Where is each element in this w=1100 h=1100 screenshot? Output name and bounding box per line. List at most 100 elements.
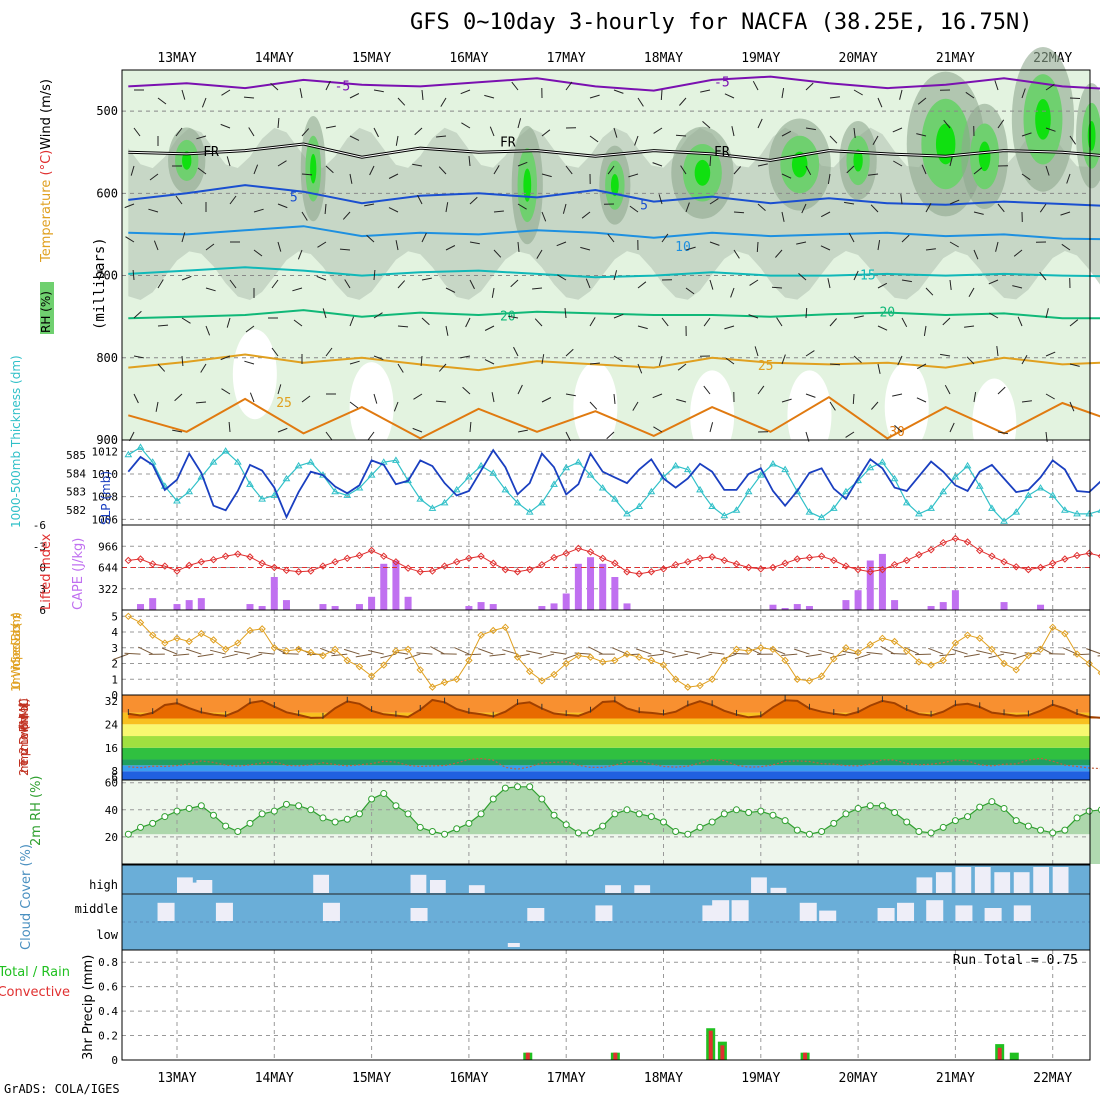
cloud-middle-block bbox=[527, 908, 545, 921]
wind-barb bbox=[892, 393, 903, 397]
lifted-index-marker bbox=[416, 568, 424, 576]
wind10m-barb bbox=[684, 650, 701, 655]
rh2m-marker bbox=[258, 810, 266, 818]
wind-barb bbox=[632, 401, 639, 411]
cape-bar bbox=[380, 563, 388, 610]
cloud-high-block bbox=[751, 877, 767, 893]
cape-bar bbox=[331, 606, 339, 610]
temperature-band bbox=[122, 771, 1090, 780]
cloud-axis-label: Cloud Cover (%) bbox=[19, 844, 34, 950]
wind-barb bbox=[226, 156, 231, 167]
precip-convective-bar bbox=[525, 1052, 530, 1060]
wind-barb bbox=[461, 122, 471, 129]
rh2m-base bbox=[122, 834, 1090, 864]
lifted-index-marker bbox=[440, 562, 449, 570]
wind-barb bbox=[395, 240, 399, 251]
wind-barb bbox=[613, 393, 616, 404]
wind-barb bbox=[1045, 393, 1055, 400]
wind-barb bbox=[388, 207, 399, 213]
wind-barb bbox=[508, 315, 519, 319]
wind-barb bbox=[277, 203, 288, 209]
wind-barb bbox=[517, 161, 528, 167]
date-label-bottom: 15MAY bbox=[352, 1071, 391, 1086]
wind-barb bbox=[917, 97, 927, 105]
rh2m-marker bbox=[599, 822, 607, 830]
lifted-index-marker bbox=[136, 555, 145, 563]
wind-barb bbox=[541, 173, 552, 178]
wind-barb bbox=[848, 232, 855, 243]
cape-bar bbox=[1000, 602, 1008, 610]
thickness-marker bbox=[209, 458, 218, 465]
lifted-index-marker bbox=[392, 558, 400, 566]
wind-barb bbox=[1021, 355, 1028, 365]
wind-barb bbox=[541, 354, 545, 365]
wind-barb bbox=[534, 318, 543, 327]
thickness-marker bbox=[842, 487, 850, 495]
wind-barb bbox=[221, 89, 231, 96]
wind-barb bbox=[925, 287, 934, 296]
wind-barb bbox=[781, 211, 785, 222]
wind-speed-marker bbox=[331, 645, 339, 654]
thickness-marker bbox=[781, 465, 790, 473]
wind-barb bbox=[995, 241, 999, 252]
rh-dry-pocket bbox=[972, 378, 1017, 469]
wind-barb bbox=[637, 325, 648, 330]
rh2m-marker bbox=[514, 783, 522, 791]
wind-speed-marker bbox=[988, 645, 996, 654]
wind-barb bbox=[229, 195, 237, 205]
cloud-middle-block bbox=[322, 902, 340, 921]
temperature-wind-legend: Temperature (°C)Wind (m/s) bbox=[39, 79, 54, 263]
rh-blob-bright bbox=[610, 174, 619, 197]
wind-barb bbox=[702, 121, 711, 129]
wind-barb bbox=[949, 422, 955, 433]
wind-speed-marker bbox=[623, 650, 631, 658]
wind-barb bbox=[172, 429, 183, 433]
thickness-tick: 584 bbox=[66, 467, 86, 480]
wind-barb bbox=[589, 401, 598, 410]
temperature-tick: 32 bbox=[105, 695, 118, 708]
wind-barb bbox=[253, 208, 264, 213]
wind-barb bbox=[996, 346, 999, 357]
thickness-marker bbox=[744, 487, 753, 495]
wind10m-barb bbox=[355, 653, 372, 658]
thickness-marker bbox=[550, 480, 558, 487]
rh2m-marker bbox=[161, 813, 169, 821]
wind-speed-marker bbox=[951, 639, 960, 647]
wind-barb bbox=[709, 198, 719, 205]
wind-barb bbox=[132, 269, 135, 281]
wind-barb bbox=[943, 119, 951, 129]
wind10m-barb bbox=[173, 653, 190, 656]
wind-speed-marker bbox=[550, 670, 558, 679]
rh2m-marker bbox=[404, 810, 412, 818]
lifted-index-marker bbox=[1036, 563, 1045, 572]
wind-speed-marker bbox=[1085, 659, 1093, 668]
wind-barb bbox=[373, 393, 378, 404]
cape-bar bbox=[465, 606, 473, 610]
thickness-marker bbox=[294, 461, 303, 469]
cloud-high-block bbox=[955, 867, 972, 893]
precip-convective-bar bbox=[997, 1047, 1002, 1060]
cloud-high-block bbox=[770, 887, 787, 893]
wind-tick: 4 bbox=[111, 626, 118, 639]
rh2m-marker bbox=[124, 830, 132, 838]
wind10m-barb bbox=[952, 648, 968, 655]
wind10m-barb bbox=[234, 650, 251, 655]
cloud-middle-block bbox=[712, 900, 730, 921]
wind-barb bbox=[925, 203, 932, 213]
wind-speed-marker bbox=[1024, 651, 1033, 660]
cape-bar bbox=[842, 600, 850, 610]
wind-barb bbox=[421, 232, 427, 243]
rh2m-marker bbox=[282, 800, 290, 808]
wind-barb bbox=[517, 203, 527, 210]
wind-speed-marker bbox=[526, 667, 534, 676]
precip-legend-total: Total / Rain bbox=[0, 965, 70, 980]
wind-barb bbox=[301, 128, 310, 137]
lifted-index-marker bbox=[817, 552, 826, 560]
rh2m-marker bbox=[623, 806, 631, 814]
wind-barb bbox=[613, 127, 618, 138]
rh2m-marker bbox=[1049, 829, 1057, 837]
wind-barb bbox=[460, 89, 471, 95]
wind-barb bbox=[1069, 401, 1075, 412]
wind-barb bbox=[397, 97, 406, 106]
thickness-marker bbox=[574, 458, 583, 465]
